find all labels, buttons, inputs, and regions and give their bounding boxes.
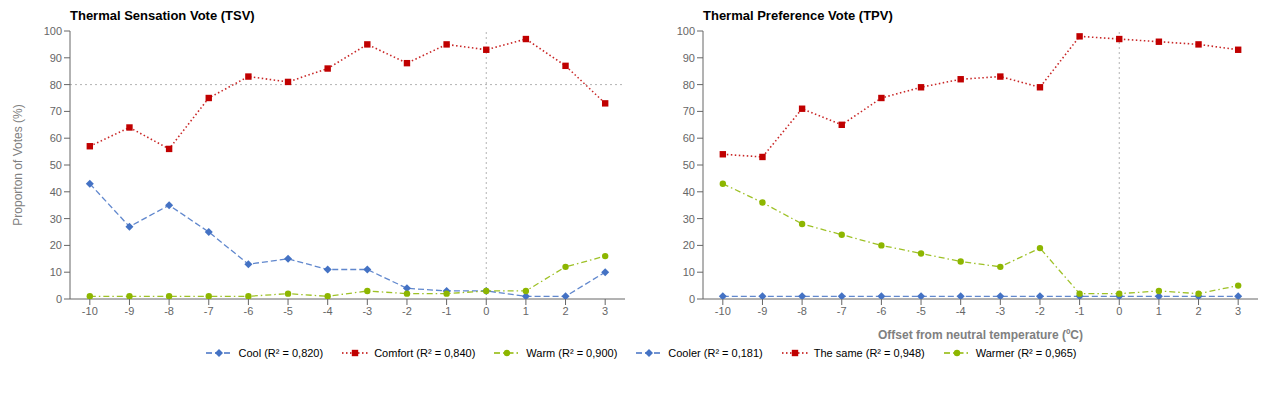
svg-text:90: 90	[683, 52, 695, 64]
svg-text:-10: -10	[82, 305, 98, 317]
svg-text:80: 80	[683, 79, 695, 91]
svg-text:70: 70	[683, 105, 695, 117]
svg-text:2: 2	[562, 305, 568, 317]
svg-text:100: 100	[677, 25, 695, 37]
svg-text:-5: -5	[283, 305, 293, 317]
svg-text:Offset from neutral temperatur: Offset from neutral temperature (ºC)	[878, 328, 1083, 342]
svg-text:30: 30	[683, 213, 695, 225]
svg-text:0: 0	[1116, 305, 1122, 317]
svg-text:-6: -6	[244, 305, 254, 317]
svg-text:0: 0	[56, 293, 62, 305]
svg-text:20: 20	[683, 239, 695, 251]
svg-text:3: 3	[602, 305, 608, 317]
html-text:Thermal Preference Vote (TPV): Thermal Preference Vote (TPV)	[703, 8, 893, 23]
svg-text:40: 40	[50, 186, 62, 198]
svg-text:-6: -6	[877, 305, 887, 317]
svg-text:50: 50	[683, 159, 695, 171]
svg-text:-8: -8	[164, 305, 174, 317]
svg-text:80: 80	[50, 79, 62, 91]
svg-text:-4: -4	[323, 305, 333, 317]
html-text:Warmer (R² = 0,965): Warmer (R² = 0,965)	[975, 347, 1077, 359]
svg-text:-2: -2	[402, 305, 412, 317]
svg-text:-3: -3	[995, 305, 1005, 317]
svg-text:40: 40	[683, 186, 695, 198]
svg-text:0: 0	[483, 305, 489, 317]
svg-text:-7: -7	[204, 305, 214, 317]
html-text:Thermal Sensation Vote (TSV): Thermal Sensation Vote (TSV)	[70, 8, 255, 23]
svg-text:2: 2	[1195, 305, 1201, 317]
svg-text:-7: -7	[837, 305, 847, 317]
svg-text:20: 20	[50, 239, 62, 251]
svg-text:0: 0	[689, 293, 695, 305]
svg-text:30: 30	[50, 213, 62, 225]
html-text:The same (R² = 0,948): The same (R² = 0,948)	[813, 347, 925, 359]
svg-text:3: 3	[1235, 305, 1241, 317]
svg-text:90: 90	[50, 52, 62, 64]
svg-text:Proporton of Votes (%): Proporton of Votes (%)	[11, 104, 25, 225]
svg-text:-1: -1	[442, 305, 452, 317]
svg-text:10: 10	[683, 266, 695, 278]
svg-text:-1: -1	[1075, 305, 1085, 317]
html-text:Warm (R² = 0,900): Warm (R² = 0,900)	[526, 347, 618, 359]
svg-text:60: 60	[50, 132, 62, 144]
svg-text:-9: -9	[125, 305, 135, 317]
html-text:Comfort (R² = 0,840): Comfort (R² = 0,840)	[374, 347, 476, 359]
svg-text:10: 10	[50, 266, 62, 278]
svg-text:50: 50	[50, 159, 62, 171]
svg-text:-5: -5	[916, 305, 926, 317]
svg-text:-10: -10	[715, 305, 731, 317]
svg-text:-3: -3	[362, 305, 372, 317]
svg-text:-2: -2	[1035, 305, 1045, 317]
svg-text:1: 1	[1156, 305, 1162, 317]
svg-text:-4: -4	[956, 305, 966, 317]
svg-text:-8: -8	[797, 305, 807, 317]
html-text:Cool (R² = 0,820): Cool (R² = 0,820)	[238, 347, 324, 359]
svg-text:1: 1	[523, 305, 529, 317]
svg-text:60: 60	[683, 132, 695, 144]
html-text:Cooler (R² = 0,181): Cooler (R² = 0,181)	[668, 347, 763, 359]
svg-text:70: 70	[50, 105, 62, 117]
svg-text:-9: -9	[758, 305, 768, 317]
svg-text:100: 100	[44, 25, 62, 37]
